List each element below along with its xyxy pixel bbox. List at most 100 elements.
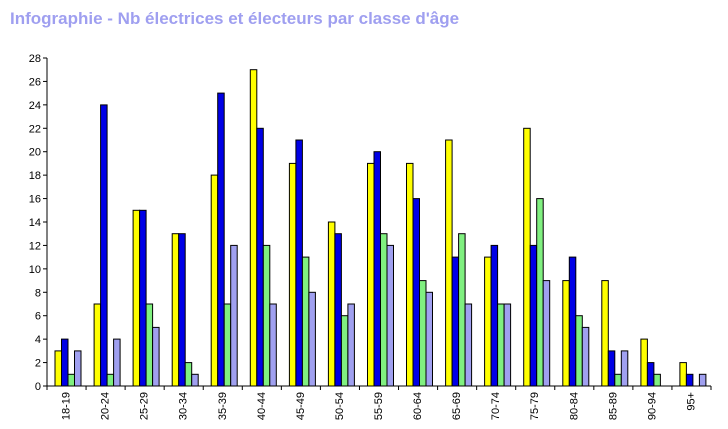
bar-60-64-series-3 (419, 280, 427, 387)
bar-95+-series-2 (685, 373, 694, 387)
y-tick-label: 20 (29, 147, 41, 159)
y-tick-label: 14 (29, 217, 41, 229)
x-axis-ticks: 18-19 20-24 25-29 30-34 35-39 40-44 45-49 50-54… (46, 386, 712, 420)
x-tick-label: 45-49 (295, 392, 307, 420)
x-tick-label: 18-19 (61, 392, 73, 420)
y-tick-label: 26 (29, 76, 41, 88)
x-tick-label: 65-69 (451, 392, 463, 420)
x-tick-label: 80-84 (568, 392, 580, 420)
bar-35-39-series-1 (210, 174, 219, 387)
bar-30-34-series-2 (178, 233, 186, 387)
bar-40-44-series-4 (269, 303, 277, 387)
y-tick-label: 8 (35, 287, 41, 299)
bar-65-69-series-2 (451, 256, 460, 387)
x-tick-label: 25-29 (139, 392, 151, 420)
bar-70-74-series-3 (497, 303, 505, 387)
bar-70-74-series-2 (490, 244, 499, 387)
bar-75-79-series-1 (523, 127, 531, 387)
bar-80-84-series-3 (575, 315, 583, 387)
bar-55-59-series-4 (386, 244, 394, 387)
bar-35-39-series-4 (230, 244, 238, 387)
bar-55-59-series-2 (373, 151, 381, 387)
bar-30-34-series-4 (191, 373, 199, 387)
bar-35-39-series-3 (223, 303, 232, 387)
y-tick-label: 18 (29, 170, 41, 182)
y-tick-label: 6 (35, 311, 41, 323)
bar-80-84-series-2 (568, 256, 577, 387)
bar-80-84-series-1 (562, 280, 570, 387)
y-tick-label: 24 (29, 100, 41, 112)
y-tick-label: 0 (35, 381, 41, 393)
y-tick-label: 22 (29, 123, 41, 135)
bar-25-29-series-2 (139, 209, 147, 387)
bar-25-29-series-4 (152, 326, 160, 387)
bar-25-29-series-1 (132, 209, 141, 387)
bar-65-69-series-3 (458, 233, 466, 387)
x-tick-label: 20-24 (100, 392, 112, 420)
bar-65-69-series-4 (464, 303, 473, 387)
bar-18-19-series-3 (67, 373, 75, 387)
bar-45-49-series-2 (295, 139, 303, 387)
bar-40-44-series-2 (256, 127, 264, 387)
bar-30-34-series-3 (184, 362, 193, 387)
bar-20-24-series-3 (106, 373, 115, 387)
bar-90-94-series-3 (653, 373, 661, 387)
x-tick-label: 70-74 (490, 392, 502, 420)
x-tick-label: 90-94 (646, 392, 658, 420)
bar-70-74-series-4 (503, 303, 512, 387)
bar-55-59-series-1 (367, 162, 375, 387)
bar-60-64-series-1 (406, 162, 414, 387)
y-tick-label: 12 (29, 240, 41, 252)
bar-50-54-series-4 (347, 303, 355, 387)
bar-20-24-series-4 (113, 338, 121, 387)
x-tick-label: 55-59 (373, 392, 385, 420)
bar-85-89-series-1 (601, 280, 609, 387)
bar-65-69-series-1 (445, 139, 453, 387)
x-tick-label: 95+ (685, 392, 697, 411)
x-tick-label: 35-39 (217, 392, 229, 420)
bar-95+-series-1 (679, 362, 687, 387)
bar-75-79-series-3 (536, 198, 544, 387)
x-tick-label: 40-44 (256, 392, 268, 420)
bar-25-29-series-3 (145, 303, 154, 387)
y-tick-label: 16 (29, 194, 41, 206)
x-tick-label: 60-64 (412, 392, 424, 420)
x-tick-label: 75-79 (529, 392, 541, 420)
bar-45-49-series-3 (301, 256, 310, 387)
bar-95+-series-4 (698, 373, 707, 387)
bars-group (54, 69, 707, 387)
x-tick-label: 85-89 (607, 392, 619, 420)
bar-45-49-series-1 (288, 162, 297, 387)
x-tick-label: 30-34 (178, 392, 190, 420)
bar-18-19-series-2 (61, 338, 69, 387)
y-tick-label: 4 (35, 334, 41, 346)
bar-85-89-series-2 (607, 350, 616, 387)
bar-55-59-series-3 (380, 233, 388, 387)
bar-50-54-series-1 (327, 221, 336, 387)
y-tick-label: 2 (35, 358, 41, 370)
y-tick-label: 10 (29, 264, 41, 276)
bar-90-94-series-1 (640, 338, 648, 387)
bar-35-39-series-2 (217, 92, 225, 387)
bar-70-74-series-1 (484, 256, 492, 387)
y-tick-label: 28 (29, 53, 41, 65)
bar-50-54-series-3 (340, 315, 349, 387)
bar-20-24-series-2 (100, 104, 108, 387)
bar-60-64-series-2 (412, 198, 420, 387)
bar-40-44-series-3 (262, 244, 271, 387)
bar-30-34-series-1 (171, 233, 180, 387)
x-tick-label: 50-54 (334, 392, 346, 420)
bar-40-44-series-1 (249, 69, 258, 387)
bar-90-94-series-2 (646, 362, 655, 387)
bar-20-24-series-1 (93, 303, 102, 387)
chart-title: Infographie - Nb électrices et électeurs… (10, 9, 460, 28)
bar-18-19-series-4 (74, 350, 82, 387)
bar-50-54-series-2 (334, 233, 342, 387)
bar-85-89-series-4 (620, 350, 629, 387)
bar-18-19-series-1 (54, 350, 62, 387)
bar-85-89-series-3 (614, 373, 622, 387)
bar-80-84-series-4 (581, 326, 590, 387)
bar-45-49-series-4 (308, 291, 316, 387)
